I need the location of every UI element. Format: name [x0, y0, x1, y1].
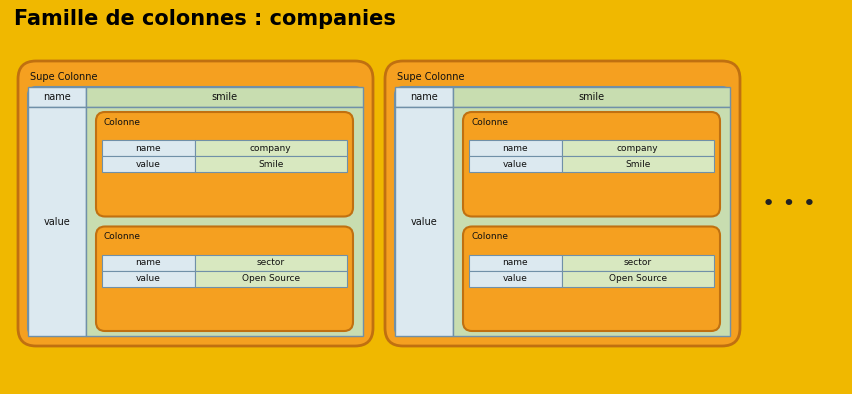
Bar [102, 140, 194, 156]
Bar [194, 255, 347, 271]
Bar [561, 271, 714, 286]
Text: Colonne: Colonne [471, 117, 508, 126]
Text: value: value [503, 160, 527, 169]
Text: value: value [43, 216, 71, 227]
Bar [469, 156, 561, 172]
Bar [86, 87, 363, 107]
Bar [395, 87, 453, 107]
Bar [102, 255, 194, 271]
FancyBboxPatch shape [463, 112, 720, 216]
Text: value: value [503, 274, 527, 283]
Bar [194, 140, 347, 156]
Text: company: company [250, 143, 291, 152]
Bar [469, 140, 561, 156]
Bar [561, 156, 714, 172]
Bar [453, 87, 730, 107]
Text: sector: sector [256, 258, 285, 267]
FancyBboxPatch shape [18, 61, 373, 346]
Text: Supe Colonne: Supe Colonne [30, 72, 97, 82]
Text: smile: smile [211, 92, 238, 102]
Text: value: value [135, 160, 161, 169]
Bar [102, 156, 194, 172]
FancyBboxPatch shape [385, 61, 740, 346]
Text: • • •: • • • [762, 193, 816, 214]
Text: name: name [43, 92, 71, 102]
Text: name: name [135, 143, 161, 152]
Text: value: value [411, 216, 437, 227]
FancyBboxPatch shape [463, 227, 720, 331]
Bar [561, 140, 714, 156]
Bar [28, 107, 86, 336]
Text: Colonne: Colonne [104, 117, 141, 126]
Text: name: name [410, 92, 438, 102]
Text: name: name [135, 258, 161, 267]
Text: Colonne: Colonne [471, 232, 508, 241]
Text: company: company [617, 143, 659, 152]
Text: Open Source: Open Source [608, 274, 667, 283]
Text: name: name [503, 258, 528, 267]
Bar [469, 271, 561, 286]
Text: sector: sector [624, 258, 652, 267]
Text: Supe Colonne: Supe Colonne [397, 72, 464, 82]
Text: Smile: Smile [625, 160, 650, 169]
FancyBboxPatch shape [96, 227, 353, 331]
Bar [86, 107, 363, 336]
FancyBboxPatch shape [96, 112, 353, 216]
Text: Smile: Smile [258, 160, 284, 169]
Bar [194, 156, 347, 172]
Text: name: name [503, 143, 528, 152]
Bar [453, 107, 730, 336]
FancyBboxPatch shape [28, 87, 363, 336]
Bar [561, 255, 714, 271]
Text: Colonne: Colonne [104, 232, 141, 241]
Text: smile: smile [579, 92, 605, 102]
Text: Famille de colonnes : companies: Famille de colonnes : companies [14, 9, 396, 29]
Bar [395, 107, 453, 336]
Bar [102, 271, 194, 286]
Bar [469, 255, 561, 271]
Text: value: value [135, 274, 161, 283]
Text: Open Source: Open Source [242, 274, 300, 283]
Bar [194, 271, 347, 286]
FancyBboxPatch shape [395, 87, 730, 336]
Bar [28, 87, 86, 107]
